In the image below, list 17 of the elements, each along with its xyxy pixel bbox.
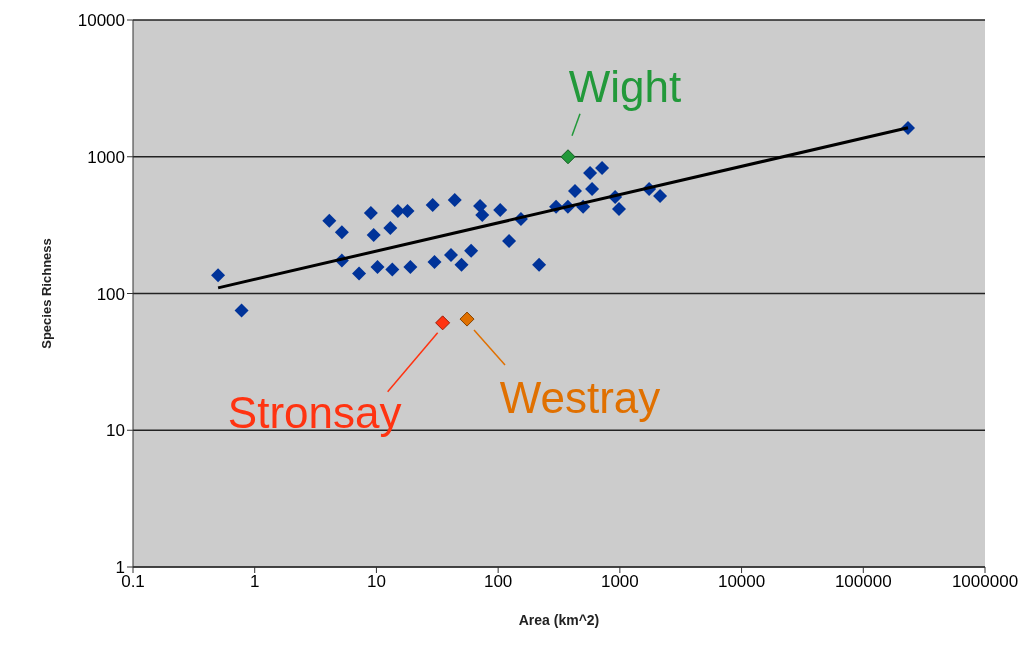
x-tick-label: 10 bbox=[366, 572, 386, 592]
annotation: Westray bbox=[499, 373, 661, 423]
x-tick-label: 1 bbox=[249, 572, 260, 592]
x-tick-label: 100000 bbox=[834, 572, 892, 592]
x-tick-label: 1000 bbox=[600, 572, 639, 592]
x-tick-label: 100 bbox=[483, 572, 513, 592]
x-tick-label: 1000000 bbox=[951, 572, 1019, 592]
y-tick-label: 1000 bbox=[87, 147, 125, 167]
x-tick-label: 0.1 bbox=[121, 572, 145, 592]
y-tick-label: 10000 bbox=[77, 11, 125, 31]
annotation: Stronsay bbox=[227, 387, 402, 437]
y-axis-title: Species Richness bbox=[38, 238, 54, 349]
annotation: Wight bbox=[568, 61, 682, 111]
y-tick-label: 10 bbox=[106, 421, 125, 441]
x-axis-title: Area (km^2) bbox=[518, 612, 600, 628]
x-tick-label: 10000 bbox=[717, 572, 766, 592]
y-tick-label: 100 bbox=[96, 284, 125, 304]
